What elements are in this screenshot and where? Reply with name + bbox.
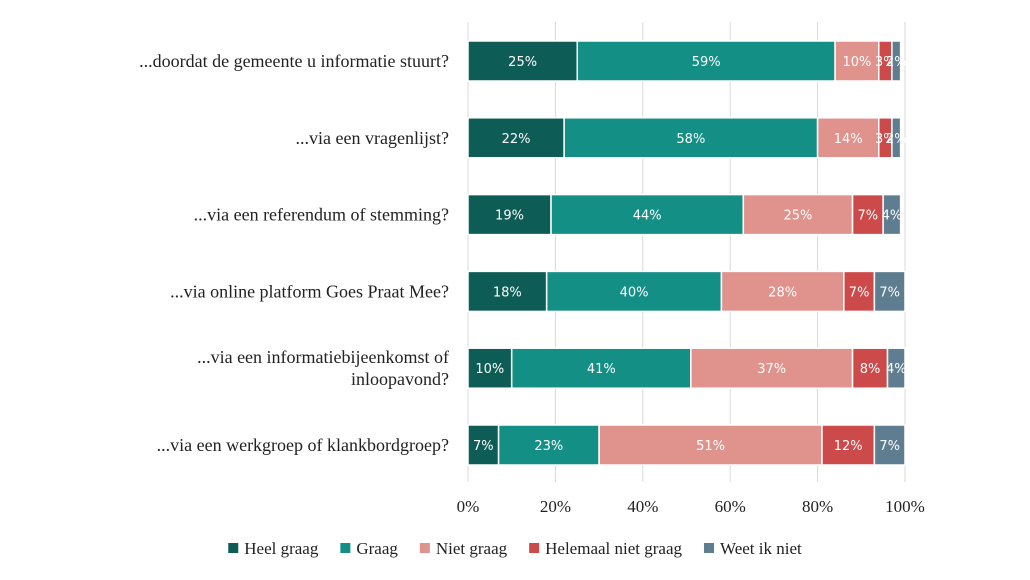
bar-value-label: 28%: [768, 285, 797, 300]
legend-swatch: [340, 543, 351, 553]
bar-segment: [886, 347, 906, 389]
bar-segment: [467, 193, 552, 236]
category-label: ...via een referendum of stemming?: [194, 205, 449, 225]
bar-value-label: 44%: [633, 209, 662, 224]
bar-value-label: 7%: [849, 285, 870, 300]
bar-segment: [467, 40, 578, 82]
bar-segment: [742, 193, 854, 236]
legend: Heel graag Graag Niet graag Helemaal niet g…: [228, 539, 802, 558]
legend-swatch: [419, 543, 430, 553]
category-label: ...via een werkgroep of klankbordgroep?: [157, 435, 449, 455]
x-axis-ticks: 0% 20% 40% 60% 80% 100%: [457, 497, 925, 516]
bar-value-label: 10%: [842, 55, 871, 70]
bar-segment: [467, 347, 513, 389]
bar-value-label: 37%: [757, 362, 786, 377]
legend-label: Niet graag: [436, 539, 508, 558]
bar-segment: [510, 347, 692, 389]
legend-swatch: [529, 543, 540, 553]
legend-label: Helemaal niet graag: [545, 539, 682, 558]
x-tick-label: 60%: [715, 497, 746, 516]
legend-swatch: [228, 543, 239, 553]
category-label: ...via een vragenlijst?: [296, 128, 449, 148]
bar-value-label: 7%: [879, 285, 900, 300]
category-label: inloopavond?: [351, 369, 449, 389]
bar-value-label: 2%: [886, 55, 907, 70]
bar-value-label: 19%: [495, 209, 524, 224]
bar-segment: [550, 193, 745, 236]
bar-segment: [816, 117, 880, 159]
bar-value-label: 40%: [620, 285, 649, 300]
legend-label: Heel graag: [244, 539, 319, 558]
x-tick-label: 80%: [802, 497, 833, 516]
bar-value-label: 25%: [508, 55, 537, 70]
bar-segment: [497, 424, 600, 466]
gridlines: [467, 22, 906, 482]
bar-segment: [467, 424, 500, 466]
category-labels: ...doordat de gemeente u informatie stuu…: [139, 51, 449, 455]
bar-value-label: 10%: [475, 362, 504, 377]
bar-value-label: 41%: [587, 362, 616, 377]
bar-segment: [891, 40, 902, 82]
bar-value-label: 3%: [875, 132, 896, 147]
bar-segment: [545, 270, 723, 313]
bar-value-label: 7%: [879, 439, 900, 454]
bar-value-label: 58%: [676, 132, 705, 147]
category-label: ...via online platform Goes Praat Mee?: [170, 281, 449, 301]
x-tick-label: 0%: [457, 497, 480, 516]
bar-segment: [563, 117, 819, 159]
bar-segment: [873, 424, 906, 466]
bar-segment: [843, 270, 876, 313]
bar-value-label: 14%: [834, 132, 863, 147]
bar-segment: [882, 193, 902, 236]
bar-value-label: 4%: [882, 209, 903, 224]
category-label: ...doordat de gemeente u informatie stuu…: [139, 51, 449, 71]
category-label: ...via een informatiebijeenkomst of: [197, 347, 449, 367]
bar-value-label: 4%: [886, 362, 907, 377]
bar-value-label: 7%: [858, 209, 879, 224]
bar-segment: [467, 270, 548, 313]
bar-segment: [720, 270, 845, 313]
bar-value-label: 2%: [886, 132, 907, 147]
legend-label: Graag: [356, 539, 398, 558]
bar-value-label: 59%: [692, 55, 721, 70]
bar-value-label: 22%: [502, 132, 531, 147]
bar-segment: [873, 270, 906, 313]
bar-value-label: 12%: [834, 439, 863, 454]
legend-swatch: [704, 543, 715, 553]
bar-value-label: 23%: [534, 439, 563, 454]
bar-segment: [891, 117, 902, 159]
bar-value-label: 3%: [875, 55, 896, 70]
bar-value-label: 25%: [783, 209, 812, 224]
bar-value-label: 8%: [860, 362, 881, 377]
x-tick-label: 40%: [627, 497, 658, 516]
bar-value-label: 7%: [473, 439, 494, 454]
bar-segment: [690, 347, 854, 389]
x-tick-label: 100%: [885, 497, 925, 516]
bar-value-label: 51%: [696, 439, 725, 454]
bar-value-label: 18%: [493, 285, 522, 300]
legend-label: Weet ik niet: [720, 539, 802, 558]
x-tick-label: 20%: [540, 497, 571, 516]
bars: 25% 59% 10% 3%2%22% 58% 14% 3%2%19% 44% 25% 7% 4%1…: [467, 40, 907, 466]
